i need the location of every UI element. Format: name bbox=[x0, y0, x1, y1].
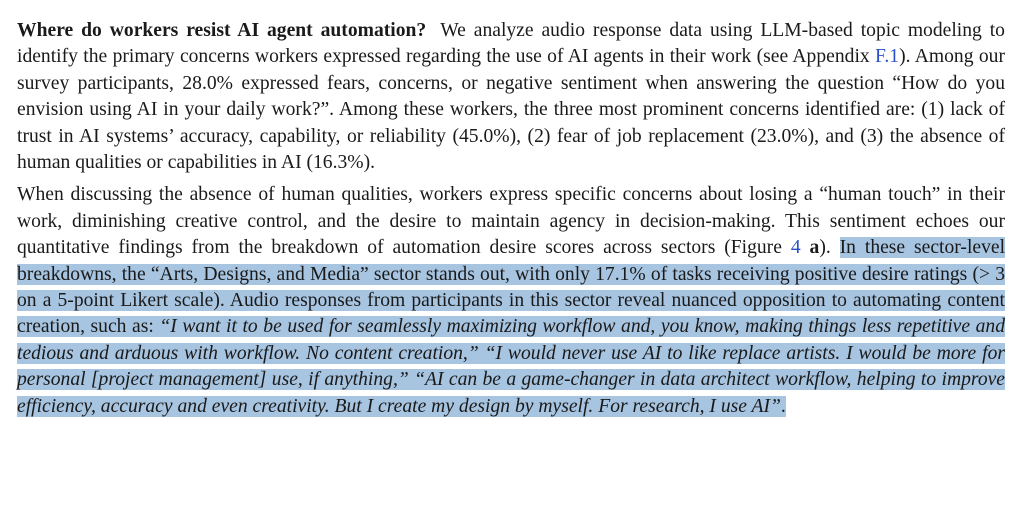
paragraph-concerns: Where do workers resist AI agent automat… bbox=[17, 18, 1005, 176]
quote-1: “I want it to be used for seamlessly max… bbox=[17, 316, 1005, 364]
document-page: Where do workers resist AI agent automat… bbox=[17, 18, 1006, 420]
paragraph-human-qualities: When discussing the absence of human qua… bbox=[17, 182, 1006, 420]
paragraph-text: ). Among our survey participants, 28.0% … bbox=[17, 46, 1005, 174]
paragraph-text: We analyze audio response data using LLM… bbox=[17, 20, 1005, 68]
figure-link[interactable]: 4 bbox=[790, 237, 801, 259]
highlighted-text: In these sector-level breakdowns, the “A… bbox=[17, 237, 1006, 338]
quote-2: “I would never use AI to like replace ar… bbox=[17, 342, 1005, 391]
highlighted-passage[interactable]: In these sector-level breakdowns, the “A… bbox=[17, 237, 1006, 417]
section-heading: Where do workers resist AI agent automat… bbox=[17, 20, 427, 41]
paragraph-text: ). bbox=[819, 237, 831, 259]
appendix-link[interactable]: F.1 bbox=[875, 46, 900, 68]
figure-panel-label: a bbox=[809, 237, 820, 259]
highlighted-text-end: . bbox=[780, 395, 786, 417]
paragraph-text: When discussing the absence of human qua… bbox=[17, 184, 1005, 259]
quote-3: “AI can be a game-changer in data archit… bbox=[17, 369, 1006, 417]
